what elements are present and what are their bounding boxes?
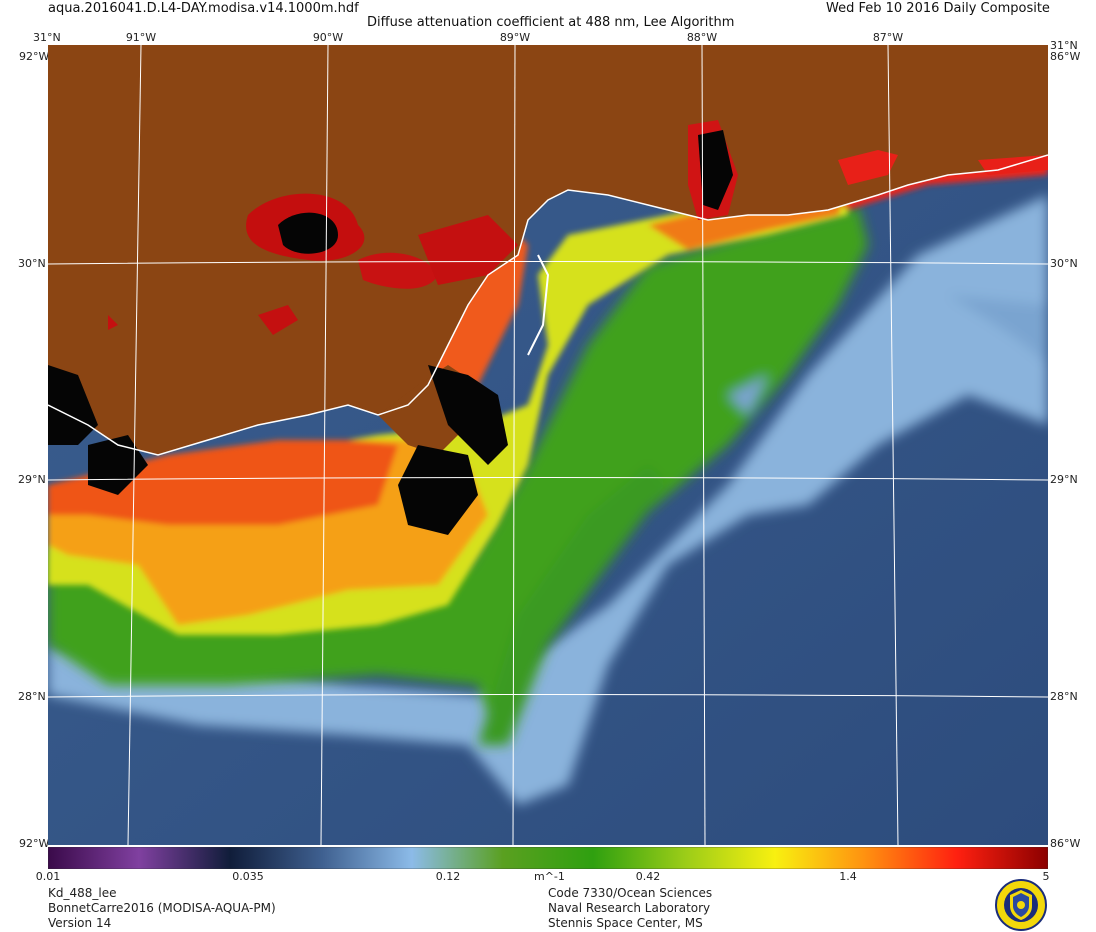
inland-water <box>108 120 1048 335</box>
footer-version: Version 14 <box>48 916 112 930</box>
corner-lon-bottom-left: 92°W <box>19 837 50 850</box>
cbar-tick-3: 0.42 <box>635 870 661 883</box>
lon-label-91w: 91°W <box>125 31 157 44</box>
nrl-seal-icon <box>995 879 1047 931</box>
lon-label-90w: 90°W <box>312 31 344 44</box>
corner-lat-top-left: 31°N <box>33 31 61 44</box>
lon-label-87w: 87°W <box>872 31 904 44</box>
lon-label-89w: 89°W <box>499 31 531 44</box>
graticule <box>48 45 1048 845</box>
lat-label-30n-right: 30°N <box>1050 257 1078 270</box>
corner-lon-top-left: 92°W <box>19 50 50 63</box>
corner-lon-top-right: 86°W <box>1050 50 1081 63</box>
footer-location: Stennis Space Center, MS <box>548 916 703 930</box>
cbar-tick-5: 5 <box>1042 870 1050 883</box>
footer-code: Code 7330/Ocean Sciences <box>548 886 713 900</box>
lat-label-29n-right: 29°N <box>1050 473 1078 486</box>
footer-dataset: BonnetCarre2016 (MODISA-AQUA-PM) <box>48 901 276 915</box>
footer-product: Kd_488_lee <box>48 886 117 900</box>
lat-label-30n-left: 30°N <box>18 257 46 270</box>
corner-lon-bottom-right: 86°W <box>1050 837 1081 850</box>
coastline <box>48 154 1048 456</box>
barrier-island <box>527 254 550 356</box>
lon-label-88w: 88°W <box>686 31 718 44</box>
land <box>48 45 1048 455</box>
composite-date: Wed Feb 10 2016 Daily Composite <box>826 1 1050 16</box>
file-name: aqua.2016041.D.L4-DAY.modisa.v14.1000m.h… <box>48 1 359 16</box>
color-bar <box>48 847 1048 869</box>
cbar-unit: m^-1 <box>534 870 565 883</box>
footer-lab: Naval Research Laboratory <box>548 901 711 915</box>
no-data-patches <box>48 365 508 535</box>
cbar-tick-4: 1.4 <box>839 870 857 883</box>
lat-label-29n-left: 29°N <box>18 473 46 486</box>
map-title: Diffuse attenuation coefficient at 488 n… <box>367 15 735 30</box>
cbar-tick-0: 0.01 <box>35 870 61 883</box>
corner-lat-top-right: 31°N <box>1050 39 1078 52</box>
shelf-water <box>48 195 1048 805</box>
cbar-tick-1: 0.035 <box>232 870 264 883</box>
kd488-map <box>48 45 1048 845</box>
lat-label-28n-right: 28°N <box>1050 690 1078 703</box>
cbar-tick-2: 0.12 <box>435 870 461 883</box>
lat-label-28n-left: 28°N <box>18 690 46 703</box>
